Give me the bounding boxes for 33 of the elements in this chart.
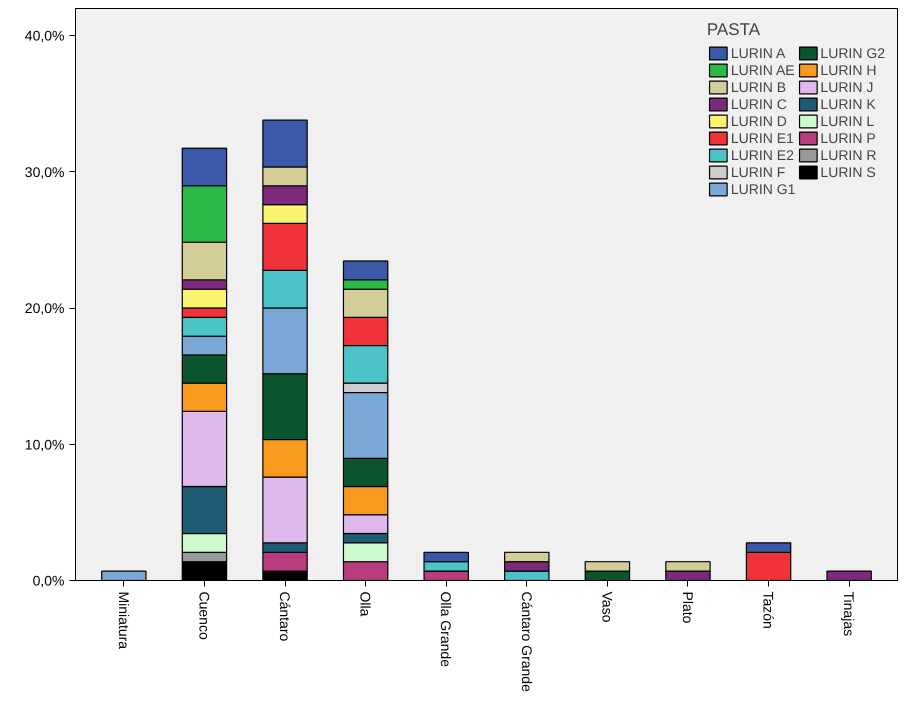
x-tick-label: Plato — [680, 592, 696, 624]
legend-label: LURIN K — [820, 96, 876, 112]
x-tick-label: Miniatura — [116, 592, 132, 650]
x-tick-label: Cántaro Grande — [518, 592, 535, 692]
y-tick-label: 0,0% — [32, 572, 65, 588]
y-tick-label: 30,0% — [24, 164, 65, 180]
y-tick-label: 10,0% — [24, 436, 65, 452]
legend-label: LURIN C — [730, 96, 787, 112]
x-tick-label: Tinajas — [841, 592, 858, 636]
legend-title: PASTA — [706, 20, 762, 40]
legend-label: LURIN B — [730, 79, 786, 95]
legend-label: LURIN AE — [730, 62, 795, 78]
x-tick-label: Tazón — [760, 592, 777, 629]
x-tick-label: Olla — [358, 592, 374, 617]
legend-label: LURIN L — [820, 113, 874, 129]
legend-label: LURIN R — [820, 147, 876, 163]
legend-label: LURIN G2 — [820, 45, 885, 61]
legend-label: LURIN E2 — [730, 147, 794, 163]
legend-label: LURIN S — [820, 164, 876, 180]
x-tick-label: Cántaro — [277, 592, 294, 642]
y-tick-label: 40,0% — [24, 28, 65, 44]
legend-label: LURIN F — [730, 164, 786, 180]
legend-label: LURIN P — [820, 130, 876, 146]
y-tick-label: 20,0% — [24, 300, 65, 316]
x-tick-label: Vaso — [599, 592, 616, 623]
legend-label: LURIN E1 — [730, 130, 794, 146]
legend-label: LURIN G1 — [730, 181, 796, 197]
legend-label: LURIN D — [730, 113, 787, 129]
x-tick-label: Olla Grande — [438, 592, 454, 668]
legend-label: LURIN J — [820, 79, 874, 95]
legend-label: LURIN H — [820, 62, 876, 78]
legend-label: LURIN A — [730, 45, 786, 61]
x-tick-label: Cuenco — [196, 592, 212, 640]
